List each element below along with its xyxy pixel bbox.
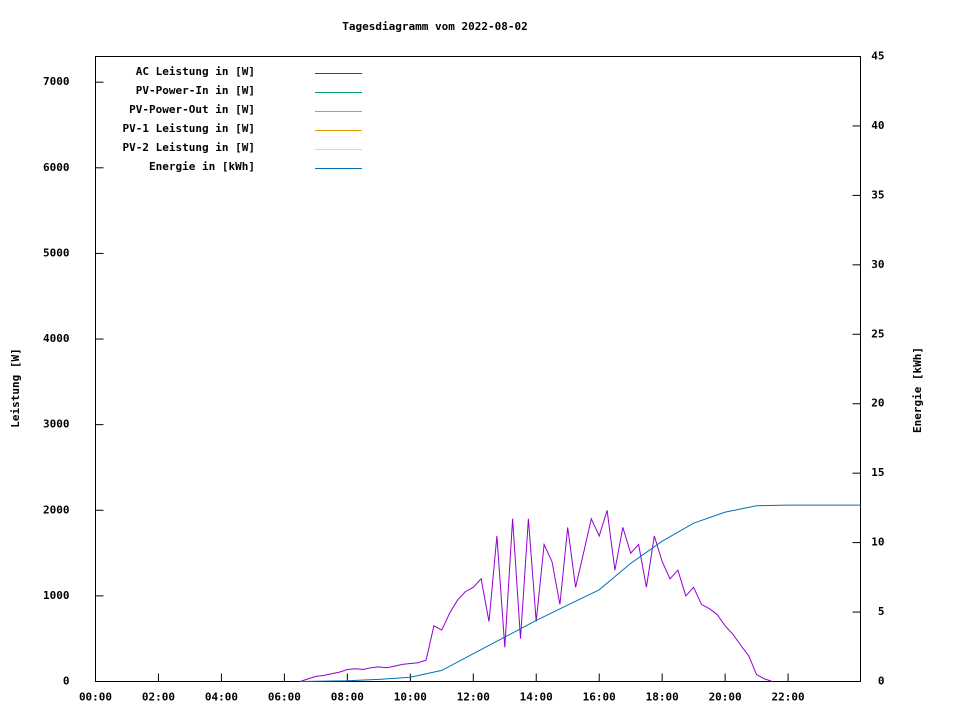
y-tick-label: 0	[63, 675, 70, 688]
y-axis-label: Leistung [W]	[9, 348, 22, 427]
x-tick-label: 00:00	[79, 691, 112, 704]
x-tick-label: 04:00	[205, 691, 238, 704]
chart-title: Tagesdiagramm vom 2022-08-02	[342, 20, 527, 33]
series-line	[299, 510, 773, 682]
y-tick-label: 2000	[43, 503, 70, 516]
y2-tick-label: 35	[871, 188, 884, 201]
y2-tick-label: 30	[871, 258, 884, 271]
legend-label: Energie in [kWh]	[149, 160, 255, 173]
x-tick-label: 14:00	[520, 691, 553, 704]
legend-label: PV-Power-Out in [W]	[129, 103, 255, 116]
legend-label: AC Leistung in [W]	[136, 65, 255, 78]
x-tick-label: 06:00	[268, 691, 301, 704]
legend-label: PV-Power-In in [W]	[136, 84, 255, 97]
x-tick-label: 18:00	[646, 691, 679, 704]
y2-axis-label: Energie [kWh]	[911, 347, 924, 433]
x-tick-label: 08:00	[331, 691, 364, 704]
y2-tick-label: 45	[871, 50, 884, 63]
plot-frame	[95, 56, 861, 682]
y-tick-label: 1000	[43, 589, 70, 602]
y-tick-label: 4000	[43, 332, 70, 345]
y-tick-label: 6000	[43, 161, 70, 174]
y2-tick-label: 0	[878, 675, 885, 688]
legend-label: PV-2 Leistung in [W]	[123, 141, 255, 154]
series-line	[300, 504, 861, 682]
x-tick-label: 20:00	[709, 691, 742, 704]
legend-label: PV-1 Leistung in [W]	[123, 122, 255, 135]
y-tick-label: 3000	[43, 418, 70, 431]
y-tick-label: 5000	[43, 246, 70, 259]
x-tick-label: 16:00	[583, 691, 616, 704]
x-tick-label: 10:00	[394, 691, 427, 704]
y2-tick-label: 20	[871, 397, 884, 410]
x-tick-label: 22:00	[772, 691, 805, 704]
y-tick-label: 7000	[43, 75, 70, 88]
y2-tick-label: 40	[871, 119, 884, 132]
y2-tick-label: 15	[871, 466, 884, 479]
x-tick-label: 02:00	[142, 691, 175, 704]
y2-tick-label: 5	[878, 605, 885, 618]
y2-tick-label: 25	[871, 327, 884, 340]
y2-tick-label: 10	[871, 536, 884, 549]
x-tick-label: 12:00	[457, 691, 490, 704]
